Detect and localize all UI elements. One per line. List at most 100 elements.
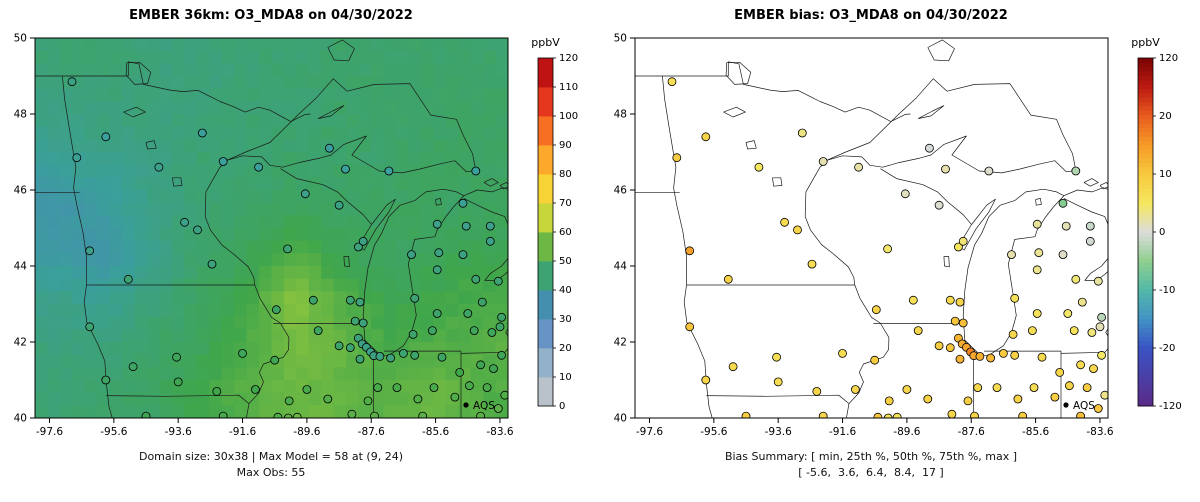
aqs-legend-dot xyxy=(1063,402,1069,408)
aqs-station-dot xyxy=(1034,248,1044,258)
svg-text:40: 40 xyxy=(14,413,27,425)
aqs-station-dot xyxy=(345,295,355,305)
aqs-station-dot xyxy=(1087,328,1097,337)
model-map: -97.6 -95.6 -93.6 -91.6 -89.6 -87.6 -85.6 -83.6… xyxy=(14,33,578,439)
svg-text:-89.6: -89.6 xyxy=(293,426,320,438)
aqs-station-dot xyxy=(1032,219,1042,229)
aqs-station-dot xyxy=(818,157,828,166)
model-map-panel: EMBER 36km: O3_MDA8 on 04/30/2022 -97.6-… xyxy=(14,8,578,479)
colorbar-units-label: ppbV xyxy=(531,36,560,49)
aqs-station-dot xyxy=(497,312,507,322)
svg-text:42: 42 xyxy=(14,337,27,349)
aqs-station-dot xyxy=(398,348,408,358)
svg-text:50: 50 xyxy=(614,33,627,45)
aqs-station-dot xyxy=(197,128,207,138)
aqs-station-dot xyxy=(313,326,323,336)
aqs-station-dot xyxy=(497,350,507,360)
aqs-station-dot xyxy=(254,162,264,172)
aqs-station-dot xyxy=(345,343,355,353)
svg-text:-85.6: -85.6 xyxy=(422,426,449,438)
aqs-station-dot xyxy=(432,309,442,318)
svg-text:-93.6: -93.6 xyxy=(765,426,792,438)
aqs-station-dot xyxy=(1093,404,1103,413)
aqs-station-dot xyxy=(101,375,111,385)
aqs-station-dot xyxy=(973,383,983,393)
aqs-station-dot xyxy=(458,198,468,208)
aqs-station-dot xyxy=(1085,221,1095,231)
aqs-station-dot xyxy=(308,295,318,305)
aqs-station-dot xyxy=(471,274,481,284)
aqs-legend: AQS xyxy=(463,400,495,412)
aqs-station-dot xyxy=(958,318,968,328)
svg-text:-87.6: -87.6 xyxy=(358,426,385,438)
aqs-station-dot xyxy=(128,362,138,372)
aqs-station-dot xyxy=(947,409,957,418)
aqs-station-dot xyxy=(1018,411,1028,418)
aqs-station-dot xyxy=(975,351,985,361)
aqs-station-dot xyxy=(386,353,396,363)
svg-text:-83.6: -83.6 xyxy=(486,426,513,438)
aqs-station-dot xyxy=(923,394,933,404)
svg-text:10: 10 xyxy=(1159,169,1172,180)
axes: -97.6 -95.6 -93.6 -91.6 -89.6 -87.6 -85.6 -83.6… xyxy=(14,33,514,439)
svg-text:-87.6: -87.6 xyxy=(958,426,985,438)
aqs-station-dot xyxy=(461,221,471,231)
aqs-station-dot xyxy=(1095,322,1105,332)
aqs-station-dot xyxy=(471,166,481,176)
colorbar-units-label: ppbV xyxy=(1131,36,1160,49)
svg-text:0: 0 xyxy=(559,401,565,412)
plot-border xyxy=(634,37,1109,419)
aqs-station-dot xyxy=(1032,309,1042,318)
aqs-station-dot xyxy=(180,217,190,227)
aqs-station-dot xyxy=(1050,392,1060,402)
svg-text:70: 70 xyxy=(559,198,572,209)
aqs-legend-label: AQS xyxy=(1073,400,1095,412)
aqs-station-dot xyxy=(1008,329,1018,339)
aqs-station-dot xyxy=(410,350,420,360)
aqs-station-dot xyxy=(429,383,439,393)
aqs-station-dot xyxy=(958,236,968,246)
svg-text:-85.6: -85.6 xyxy=(1022,426,1049,438)
aqs-station-dot xyxy=(1097,350,1107,360)
aqs-station-dot xyxy=(963,396,973,406)
aqs-station-dot xyxy=(883,413,893,418)
aqs-station-dot xyxy=(892,412,902,418)
bias-map-title: EMBER bias: O3_MDA8 on 04/30/2022 xyxy=(734,8,1008,23)
aqs-station-dot xyxy=(370,411,379,418)
aqs-station-dot xyxy=(986,353,996,363)
station-layer xyxy=(667,77,1108,418)
aqs-station-dot xyxy=(902,385,912,394)
aqs-station-dot xyxy=(432,265,442,275)
aqs-station-dot xyxy=(85,322,95,332)
aqs-station-dot xyxy=(1077,297,1087,307)
aqs-station-dot xyxy=(838,348,847,358)
aqs-station-dot xyxy=(463,309,473,318)
aqs-station-dot xyxy=(1013,394,1023,404)
aqs-station-dot xyxy=(1032,265,1042,275)
bias-map-panel: EMBER bias: O3_MDA8 on 04/30/2022 -97.6-… xyxy=(600,0,1200,502)
aqs-station-dot xyxy=(495,322,505,332)
svg-text:-95.6: -95.6 xyxy=(100,426,127,438)
aqs-station-dot xyxy=(854,162,864,172)
aqs-station-dot xyxy=(464,381,474,391)
aqs-station-dot xyxy=(884,396,894,406)
aqs-station-dot xyxy=(1069,326,1079,336)
aqs-station-dot xyxy=(818,411,828,418)
aqs-station-dot xyxy=(427,326,437,336)
aqs-station-dot xyxy=(772,352,782,362)
model-map-title: EMBER 36km: O3_MDA8 on 04/30/2022 xyxy=(129,8,413,23)
aqs-station-dot xyxy=(67,77,77,87)
aqs-station-dot xyxy=(1027,326,1037,336)
svg-text:48: 48 xyxy=(614,109,627,121)
aqs-station-dot xyxy=(493,404,503,413)
aqs-station-dot xyxy=(701,375,711,385)
aqs-station-dot xyxy=(992,383,1002,393)
svg-text:42: 42 xyxy=(614,337,627,349)
svg-text:-120: -120 xyxy=(1159,401,1182,412)
aqs-station-dot xyxy=(908,295,918,305)
svg-text:120: 120 xyxy=(1159,53,1178,64)
aqs-station-dot xyxy=(883,244,893,254)
aqs-station-dot xyxy=(797,128,807,138)
svg-text:-95.6: -95.6 xyxy=(700,426,727,438)
colorbar: 0 10 20 30 40 50 60 70 80 90 100 110 120 ppbV xyxy=(531,36,578,412)
